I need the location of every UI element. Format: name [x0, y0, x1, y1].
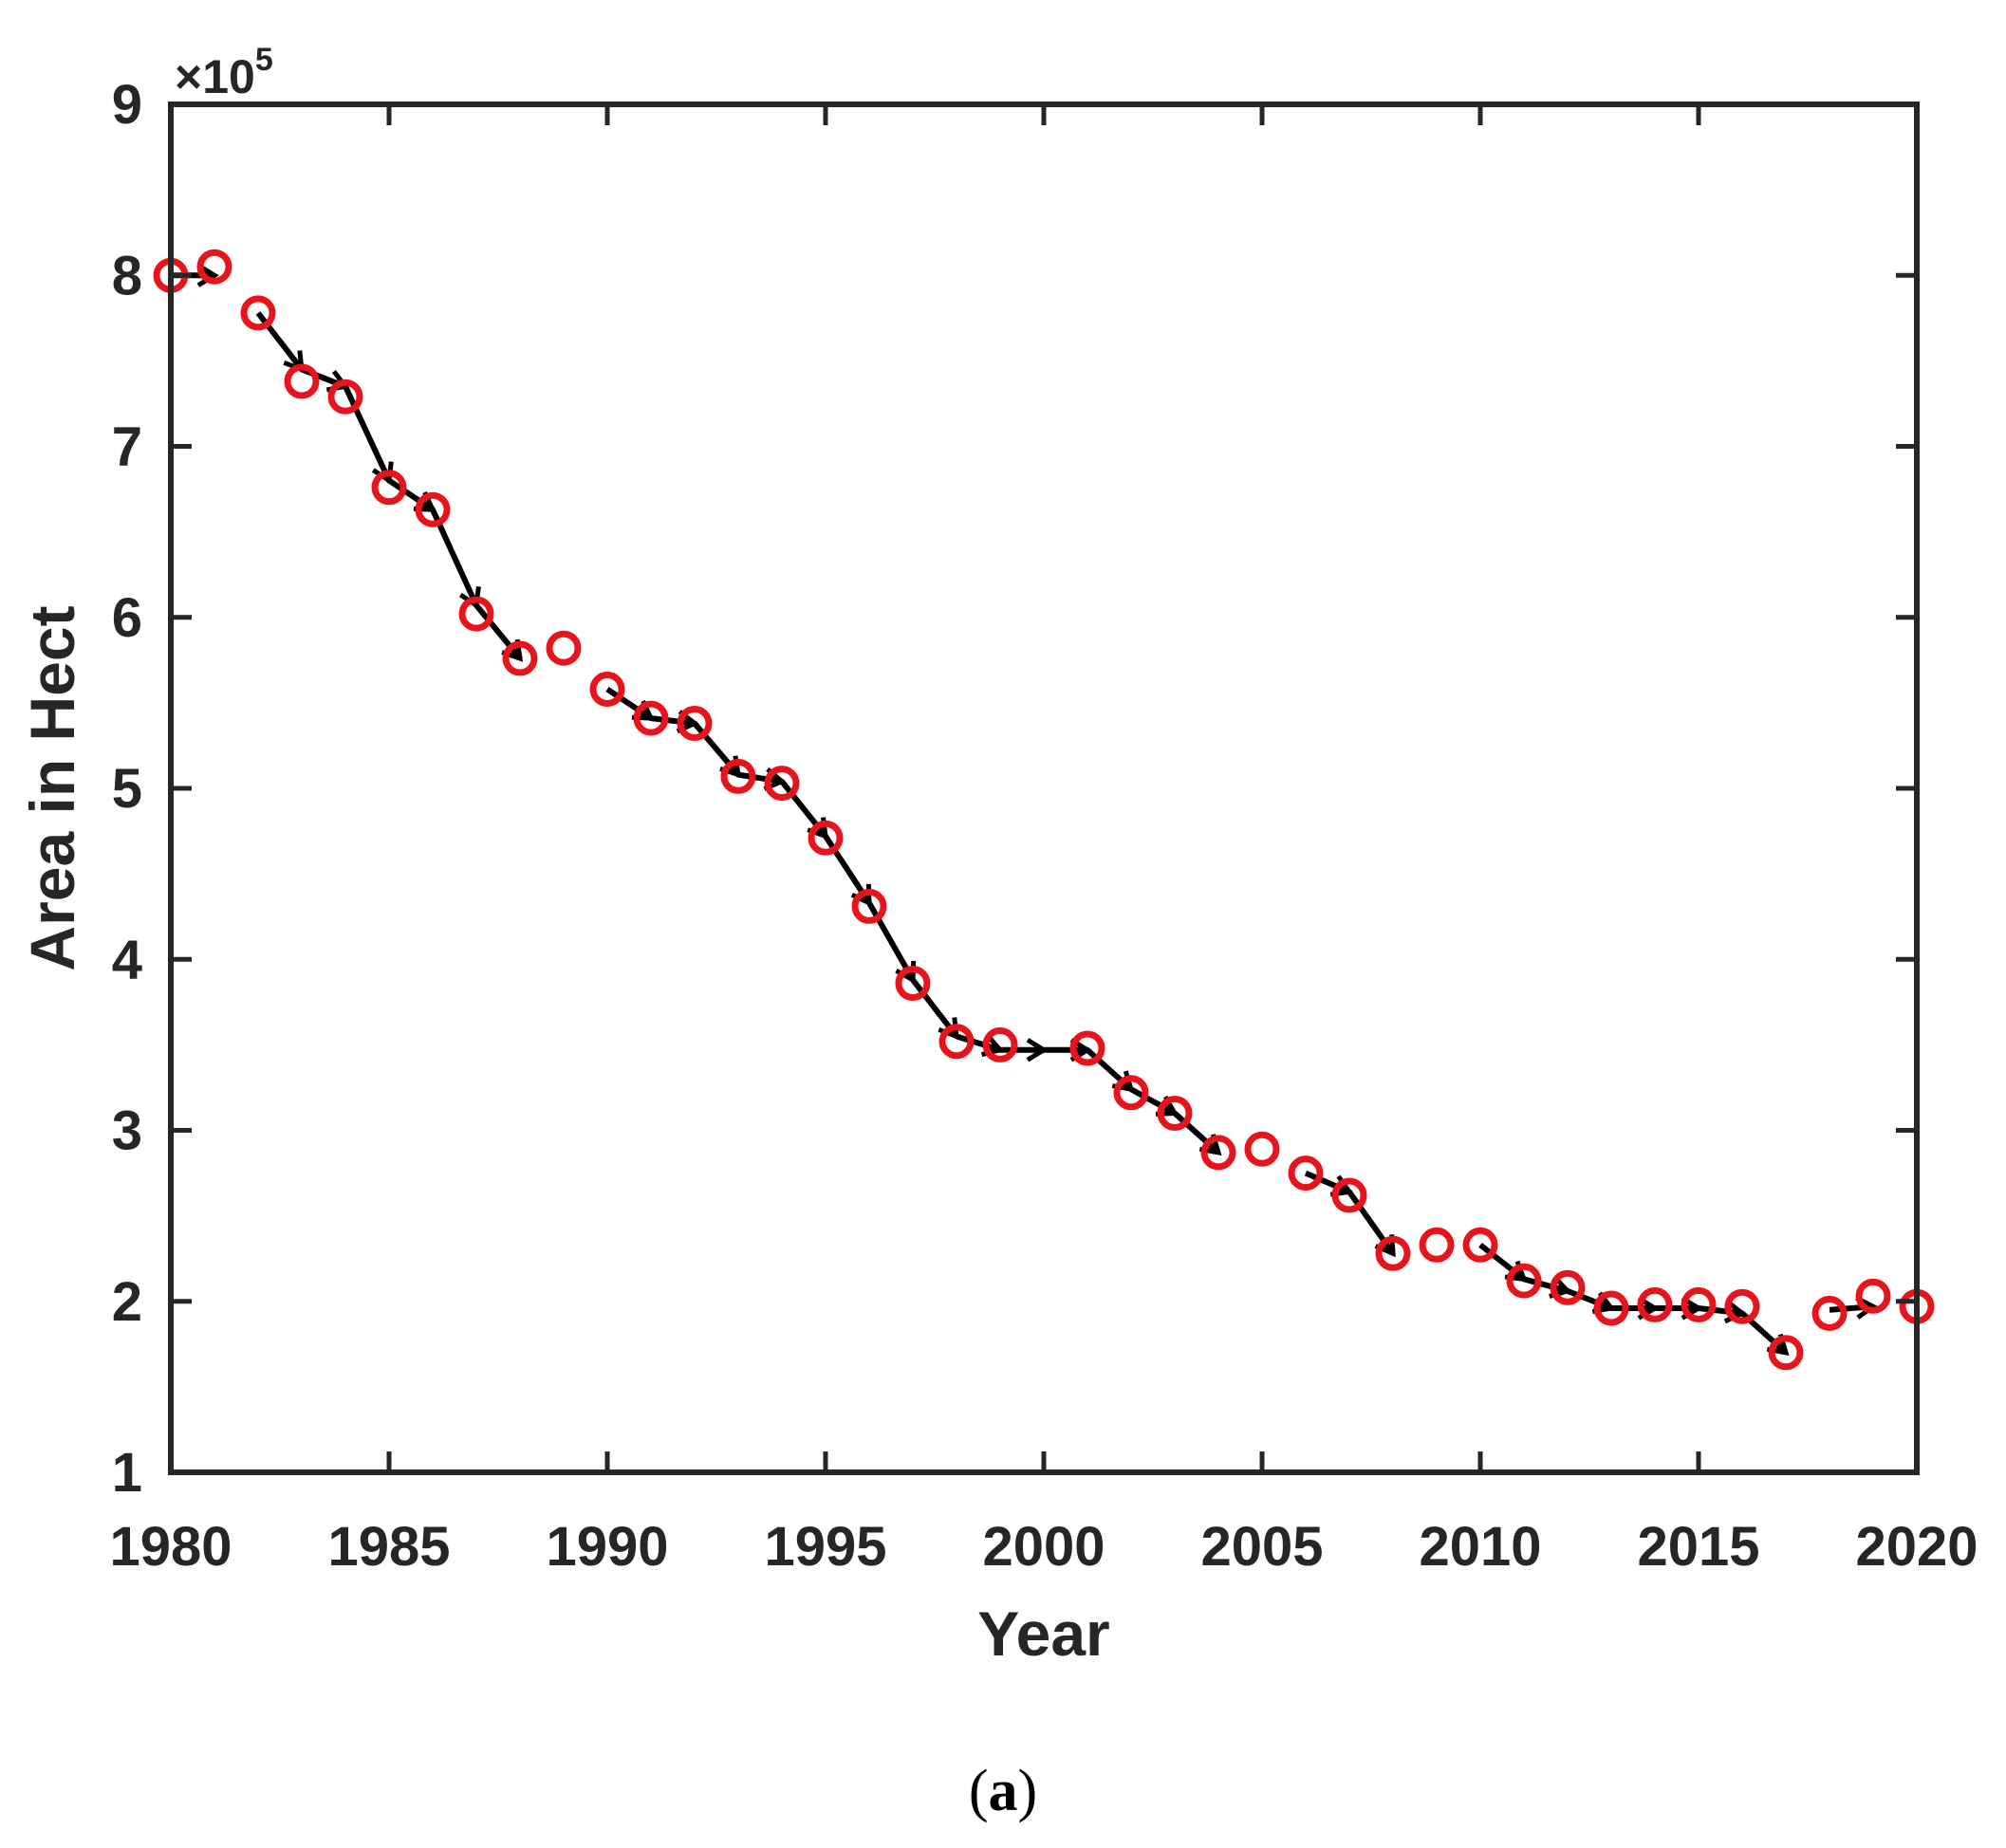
data-point — [1375, 1235, 1411, 1271]
data-point — [1331, 1177, 1367, 1213]
data-point — [1069, 1030, 1105, 1066]
x-tick-label: 2015 — [1637, 1516, 1759, 1578]
data-point — [1113, 1075, 1149, 1111]
data-point — [1681, 1286, 1717, 1322]
data-point — [196, 249, 232, 285]
x-tick-label: 1990 — [546, 1516, 668, 1578]
data-point — [546, 630, 582, 666]
data-point — [284, 363, 320, 399]
caption-letter: a — [989, 1759, 1018, 1823]
axes — [168, 102, 1920, 1475]
data-point — [677, 706, 713, 741]
y-multiplier-label: ×105 — [175, 42, 273, 103]
plot-area — [171, 104, 1917, 1472]
data-point — [1724, 1288, 1760, 1324]
trend-arrowhead — [1026, 1038, 1049, 1063]
data-point — [1811, 1295, 1848, 1331]
y-tick-label: 9 — [112, 74, 142, 136]
data-point — [1855, 1278, 1891, 1314]
x-tick-label: 2000 — [982, 1516, 1105, 1578]
y-tick-label: 7 — [112, 416, 142, 478]
caption-close-paren: ) — [1018, 1759, 1038, 1823]
figure-caption: (a) — [969, 1759, 1037, 1823]
y-axis-label: Area in Hect — [17, 605, 87, 970]
data-point — [458, 596, 494, 632]
y-tick-label: 4 — [112, 929, 142, 990]
x-axis-label: Year — [977, 1599, 1109, 1669]
data-point — [589, 672, 625, 707]
trend-line-segment — [1478, 1242, 1789, 1356]
trend-arrowhead — [459, 585, 481, 610]
y-multiplier-exponent: 5 — [255, 42, 273, 78]
data-point — [1157, 1096, 1193, 1131]
x-tick-label: 2005 — [1200, 1516, 1323, 1578]
data-point — [1768, 1335, 1804, 1371]
data-point — [851, 888, 887, 924]
y-tick-label: 8 — [112, 245, 142, 306]
data-point — [1462, 1227, 1498, 1263]
y-tick-label: 3 — [112, 1100, 142, 1162]
data-point — [1288, 1155, 1324, 1192]
y-multiplier-base: ×10 — [175, 50, 255, 103]
y-tick-label: 5 — [112, 758, 142, 820]
data-point — [240, 295, 276, 331]
data-point — [895, 966, 931, 1001]
data-point — [327, 379, 363, 415]
y-tick-label: 1 — [112, 1442, 142, 1504]
data-point — [1244, 1131, 1280, 1167]
data-point — [764, 766, 800, 802]
data-point — [1506, 1263, 1542, 1299]
caption-open-paren: ( — [969, 1759, 989, 1823]
data-point — [1593, 1290, 1629, 1326]
data-point — [1550, 1269, 1586, 1305]
data-point — [371, 470, 407, 506]
x-tick-label: 1985 — [327, 1516, 450, 1578]
data-point — [415, 491, 451, 527]
data-point — [1637, 1286, 1673, 1322]
data-point — [938, 1024, 975, 1060]
data-point — [808, 820, 844, 856]
data-point — [982, 1026, 1018, 1063]
y-tick-label: 2 — [112, 1271, 142, 1333]
data-point — [1419, 1227, 1455, 1263]
data-point — [720, 758, 756, 794]
x-tick-label: 2010 — [1419, 1516, 1541, 1578]
x-tick-label: 2020 — [1855, 1516, 1978, 1578]
data-point — [1200, 1135, 1236, 1171]
x-tick-label: 1980 — [109, 1516, 232, 1578]
x-tick-label: 1995 — [764, 1516, 886, 1578]
data-point — [633, 700, 669, 736]
data-point — [502, 640, 538, 676]
tick-labels: 1980 1985 1990 1995 2000 2005 2010 2015 2020 1 2 3 4… — [109, 74, 1978, 1578]
y-tick-label: 6 — [112, 587, 142, 649]
